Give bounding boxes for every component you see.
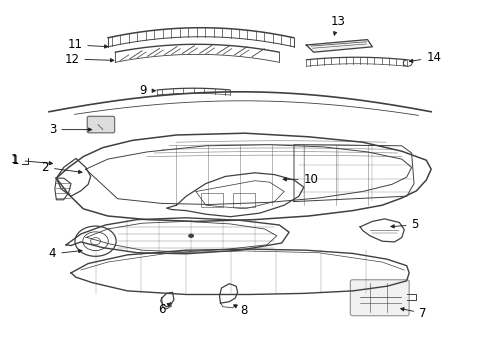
Text: 8: 8 bbox=[234, 304, 247, 317]
Circle shape bbox=[188, 234, 194, 238]
Bar bbox=[201, 193, 223, 207]
FancyBboxPatch shape bbox=[350, 280, 409, 316]
Text: 11: 11 bbox=[67, 39, 108, 51]
FancyBboxPatch shape bbox=[87, 116, 115, 133]
Text: 9: 9 bbox=[140, 84, 155, 97]
Text: 12: 12 bbox=[64, 53, 114, 66]
Text: 6: 6 bbox=[158, 303, 171, 316]
Text: 10: 10 bbox=[283, 173, 318, 186]
Text: 3: 3 bbox=[49, 123, 92, 136]
Bar bbox=[233, 193, 255, 207]
Text: 1: 1 bbox=[11, 153, 19, 166]
Text: 4: 4 bbox=[49, 247, 82, 260]
Text: 2: 2 bbox=[42, 161, 82, 174]
Text: 14: 14 bbox=[410, 51, 441, 64]
Text: 13: 13 bbox=[331, 15, 345, 35]
Text: 7: 7 bbox=[401, 307, 426, 320]
Text: 1: 1 bbox=[12, 154, 52, 167]
Text: 5: 5 bbox=[391, 219, 419, 231]
Polygon shape bbox=[306, 40, 372, 52]
